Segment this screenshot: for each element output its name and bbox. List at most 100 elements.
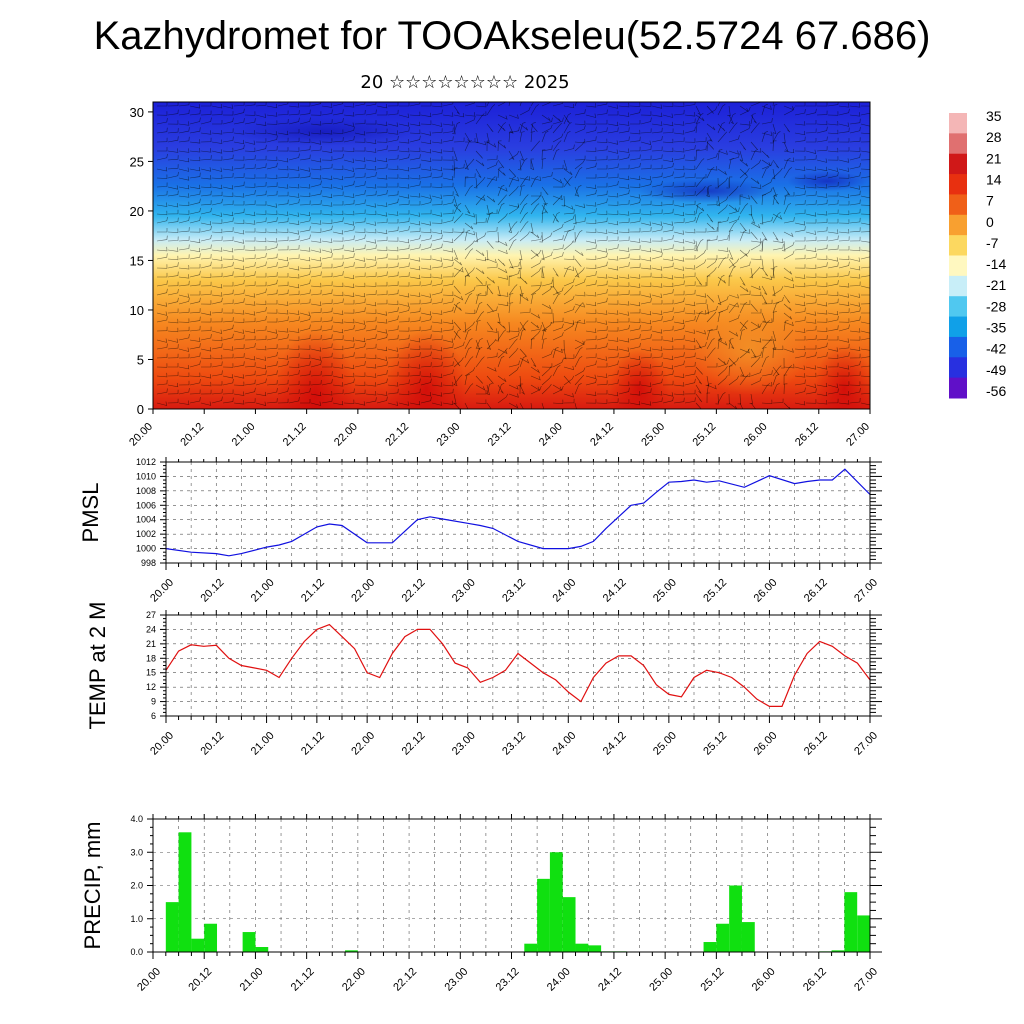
wind-barb bbox=[662, 138, 674, 144]
wind-barb bbox=[783, 148, 795, 154]
wind-barb bbox=[211, 130, 223, 135]
wind-barb bbox=[783, 186, 791, 196]
wind-barb bbox=[684, 337, 696, 343]
wind-barb bbox=[343, 180, 355, 188]
wind-barb bbox=[431, 262, 443, 269]
wind-barb bbox=[376, 183, 388, 188]
wind-barb bbox=[761, 216, 773, 224]
wind-barb bbox=[343, 292, 355, 297]
wind-barb bbox=[310, 271, 322, 278]
wind-barb bbox=[552, 385, 564, 395]
wind-barb bbox=[387, 211, 399, 216]
wind-barb bbox=[761, 131, 769, 143]
wind-barb bbox=[486, 258, 497, 264]
wind-barb bbox=[442, 319, 454, 325]
wind-barb bbox=[244, 111, 256, 116]
wind-barb bbox=[211, 317, 223, 323]
wind-barb bbox=[288, 103, 300, 108]
wind-barb bbox=[365, 221, 377, 226]
wind-barb bbox=[266, 238, 278, 243]
wind-barb bbox=[354, 102, 366, 107]
wind-barb bbox=[563, 114, 570, 124]
wind-barb bbox=[530, 321, 540, 329]
wind-barb bbox=[255, 281, 267, 287]
wind-barb bbox=[200, 167, 212, 172]
wind-barb bbox=[222, 317, 234, 323]
heat-field bbox=[153, 102, 870, 409]
wind-barb bbox=[222, 111, 234, 116]
wind-barb bbox=[442, 291, 454, 296]
wind-barb bbox=[816, 310, 828, 315]
wind-barb bbox=[530, 285, 542, 296]
wind-barb bbox=[805, 108, 817, 116]
wind-barb bbox=[739, 290, 751, 296]
wind-barb bbox=[607, 398, 619, 404]
wind-barb bbox=[354, 172, 366, 179]
wind-barb bbox=[772, 140, 777, 152]
wind-barb bbox=[849, 185, 861, 190]
xtick-label: 21.00 bbox=[238, 966, 266, 994]
wind-barb bbox=[497, 140, 502, 152]
wind-barb bbox=[640, 117, 652, 125]
wind-barb bbox=[585, 317, 597, 323]
colorbar-label: -28 bbox=[986, 298, 1006, 314]
wind-barb bbox=[860, 249, 870, 252]
wind-barb bbox=[717, 216, 729, 224]
wind-barb bbox=[585, 202, 597, 207]
wind-barb bbox=[464, 267, 470, 278]
wind-barb bbox=[299, 102, 311, 107]
wind-barb bbox=[431, 128, 443, 134]
wind-barb bbox=[244, 164, 256, 170]
wind-barb bbox=[332, 153, 344, 161]
colorbar-swatch bbox=[949, 133, 967, 155]
chart-title: Kazhydromet for TOOAkseleu(52.5724 67.68… bbox=[93, 14, 931, 58]
wind-barb bbox=[464, 356, 474, 368]
wind-barb bbox=[442, 216, 454, 224]
wind-barb bbox=[332, 165, 344, 170]
wind-barb bbox=[794, 254, 806, 260]
wind-barb bbox=[783, 402, 791, 409]
wind-barb bbox=[486, 155, 498, 161]
wind-barb bbox=[794, 226, 806, 233]
wind-barb bbox=[684, 255, 696, 260]
wind-barb bbox=[651, 283, 663, 288]
wind-barb bbox=[596, 326, 608, 332]
wind-barb bbox=[748, 204, 753, 216]
wind-barb bbox=[442, 361, 454, 368]
wind-barb bbox=[277, 301, 289, 306]
wind-barb bbox=[684, 118, 696, 125]
wind-barb bbox=[673, 397, 685, 404]
wind-barb bbox=[696, 174, 707, 179]
wind-barb bbox=[530, 402, 533, 409]
wind-barb bbox=[860, 320, 870, 325]
wind-barb bbox=[772, 398, 784, 404]
wind-barb bbox=[376, 128, 388, 134]
wind-barb bbox=[464, 309, 476, 315]
wind-barb bbox=[497, 258, 506, 267]
wind-barb bbox=[256, 246, 267, 251]
wind-barb bbox=[673, 211, 685, 217]
wind-barb bbox=[431, 288, 443, 296]
wind-barb bbox=[585, 309, 597, 314]
wind-barb bbox=[376, 333, 388, 341]
wind-barb bbox=[519, 231, 530, 242]
wind-barb bbox=[222, 324, 234, 332]
wind-barb bbox=[277, 236, 289, 242]
wind-barb bbox=[662, 208, 674, 215]
wind-barb bbox=[574, 302, 584, 314]
wind-barb bbox=[332, 364, 344, 369]
wind-barb bbox=[552, 102, 564, 107]
wind-barb bbox=[618, 370, 630, 377]
wind-barb bbox=[651, 146, 663, 152]
wind-barb bbox=[816, 342, 828, 350]
wind-barb bbox=[321, 225, 333, 233]
wind-barb bbox=[563, 209, 575, 215]
wind-barb bbox=[816, 236, 828, 242]
wind-barb bbox=[596, 236, 608, 242]
wind-barb bbox=[860, 176, 870, 179]
wind-barb bbox=[244, 261, 256, 269]
wind-barb bbox=[332, 117, 344, 125]
